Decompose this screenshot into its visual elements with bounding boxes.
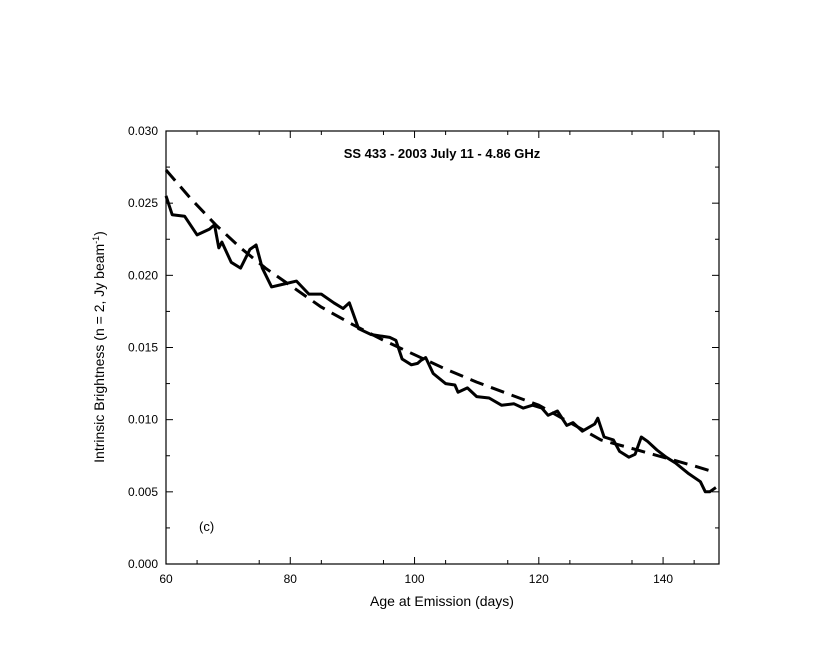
y-axis-title-main: Intrinsic Brightness (n = 2, Jy beam: [91, 244, 107, 463]
series-layer: [164, 169, 717, 494]
y-tick-label: 0.015: [128, 341, 158, 355]
y-axis-title: Intrinsic Brightness (n = 2, Jy beam-1): [91, 231, 107, 463]
x-tick-label: 140: [653, 572, 673, 586]
y-tick-label: 0.025: [128, 196, 158, 210]
observed-line: [164, 195, 717, 494]
y-tick-label: 0.005: [128, 485, 158, 499]
model-fit-line: [164, 169, 714, 474]
plot-area: [166, 131, 719, 564]
y-tick-label: 0.010: [128, 413, 158, 427]
y-tick-label: 0.030: [128, 124, 158, 138]
y-tick-label: 0.020: [128, 268, 158, 282]
x-tick-label: 60: [159, 572, 173, 586]
y-axis-title-superscript: -1: [91, 236, 101, 244]
y-tick-label: 0.000: [128, 557, 158, 571]
ticks-layer: 60 80 100 120 140 0.000 0.005 0.010 0.015 0.020 0.…: [128, 124, 719, 586]
x-tick-label: 100: [405, 572, 425, 586]
plot-frame: [165, 130, 720, 565]
x-tick-label: 80: [284, 572, 298, 586]
chart-title: SS 433 - 2003 July 11 - 4.86 GHz: [344, 146, 541, 161]
panel-label: (c): [199, 519, 214, 534]
x-tick-label: 120: [529, 572, 549, 586]
x-axis-title: Age at Emission (days): [370, 593, 514, 609]
y-axis-title-suffix: ): [91, 231, 107, 236]
